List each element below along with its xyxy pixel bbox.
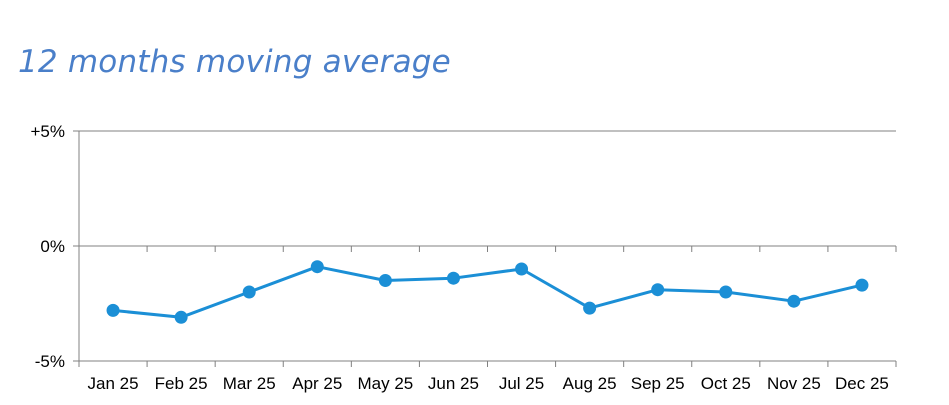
x-tick-label: Feb 25: [155, 374, 208, 393]
x-tick-label: Nov 25: [767, 374, 821, 393]
data-point: [378, 274, 392, 287]
x-tick-label: May 25: [358, 374, 414, 393]
x-tick-label: Jan 25: [88, 374, 139, 393]
data-point: [446, 271, 460, 285]
data-point: [855, 278, 869, 292]
y-tick-label: -5%: [35, 352, 65, 371]
series-line: [112, 265, 863, 319]
data-point: [106, 303, 120, 317]
data-point: [719, 285, 733, 299]
x-tick-label: Jun 25: [428, 374, 479, 393]
data-points: [106, 260, 869, 324]
y-tick-label: +5%: [31, 122, 66, 141]
x-tick-label: Mar 25: [223, 374, 276, 393]
x-axis-ticks: Jan 25 Feb 25 Mar 25 Apr 25 May 25 Jun 25 Jul …: [88, 374, 889, 393]
x-tick-label: Dec 25: [835, 374, 889, 393]
data-point: [651, 283, 665, 297]
chart-title: 12 months moving average: [18, 44, 451, 80]
axes: [78, 131, 897, 367]
series-lines: [112, 265, 863, 319]
data-point: [787, 294, 801, 308]
data-point: [515, 262, 529, 276]
x-tick-label: Apr 25: [292, 374, 342, 393]
data-point: [174, 310, 188, 324]
data-point: [310, 260, 324, 274]
x-tick-label: Sep 25: [631, 374, 685, 393]
data-point: [242, 285, 256, 299]
y-axis-ticks: +5% 0% -5%: [31, 122, 79, 371]
data-point: [583, 301, 597, 315]
x-tick-label: Oct 25: [701, 374, 751, 393]
x-tick-label: Aug 25: [563, 374, 617, 393]
x-tick-label: Jul 25: [499, 374, 544, 393]
y-tick-label: 0%: [40, 237, 65, 256]
gridlines: [79, 130, 896, 247]
